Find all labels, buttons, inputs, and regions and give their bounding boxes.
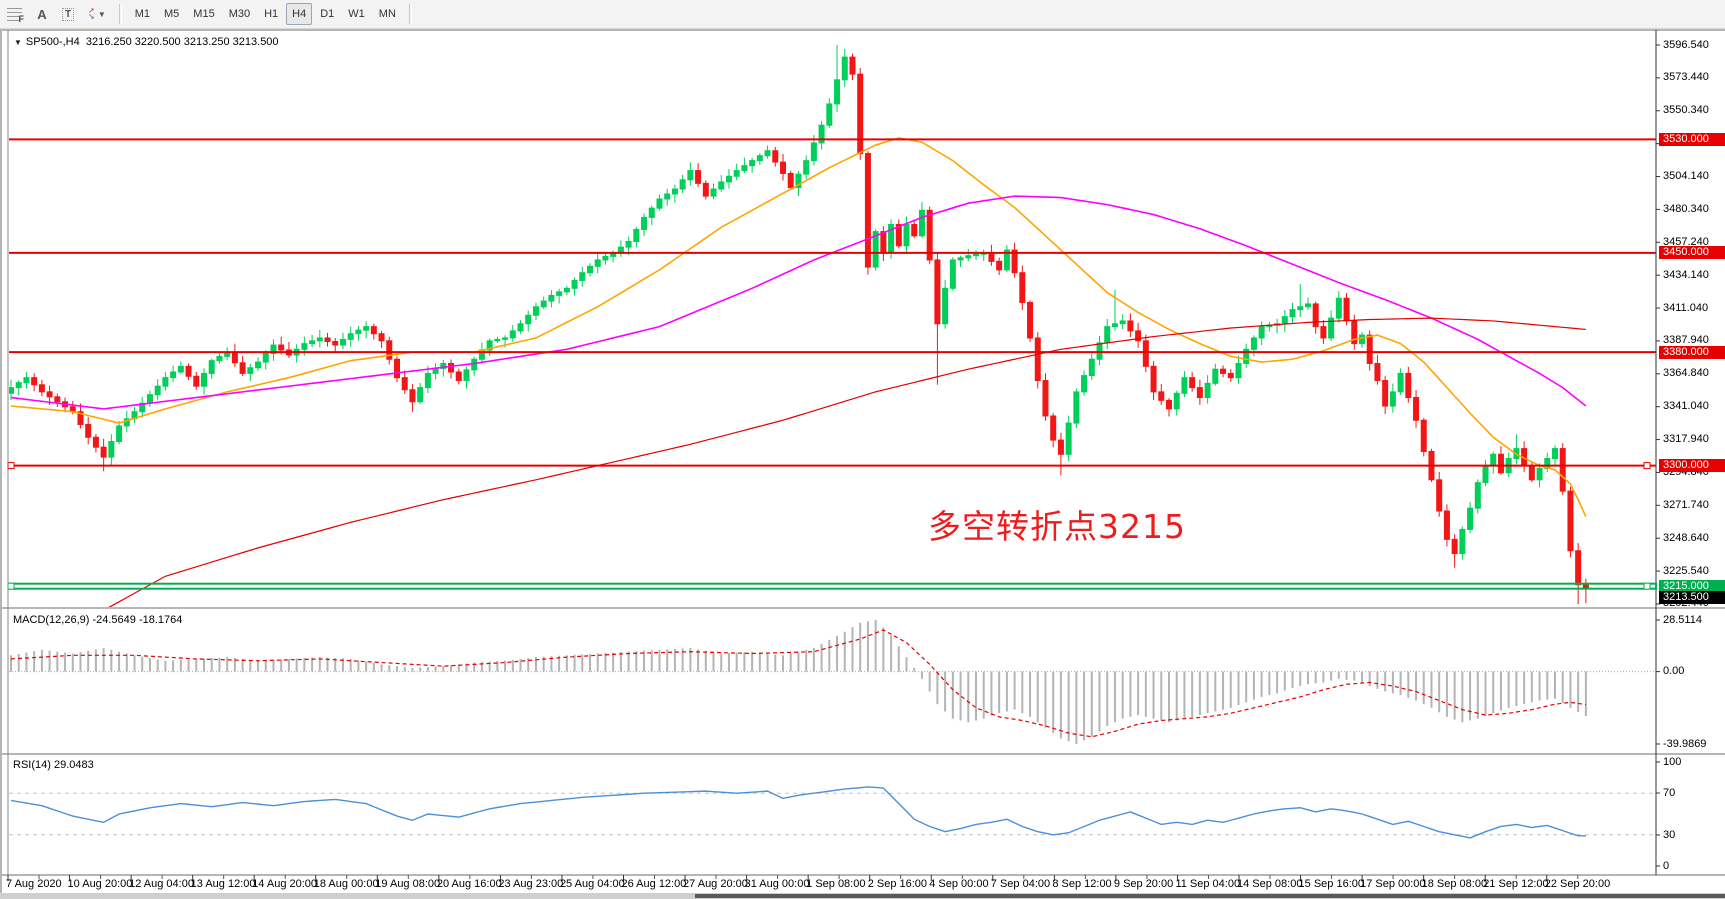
chevron-down-icon[interactable]: ▼	[97, 9, 106, 19]
price-axis-label: 3271.740	[1663, 498, 1709, 511]
macd-axis-label: 0.00	[1663, 665, 1685, 678]
timeframe-button-m1[interactable]: M1	[134, 8, 151, 20]
rsi-axis-label: 70	[1663, 786, 1676, 799]
candles[interactable]	[9, 45, 1589, 605]
time-axis-label: 26 Aug 12:00	[621, 878, 687, 890]
timeframe-toolbar: M1 M5 M15 M30 H1 H4 D1 W1 MN	[128, 3, 403, 25]
fibonacci-tool-button[interactable]: F	[1, 3, 28, 25]
time-axis-label: 19 Aug 08:00	[375, 878, 441, 890]
bottom-scrollbar[interactable]	[0, 893, 1725, 899]
time-axis-label: 7 Sep 04:00	[990, 878, 1051, 890]
line-handle[interactable]	[7, 582, 15, 590]
rsi-axis-label: 30	[1663, 828, 1676, 841]
price-axis-label: 3550.340	[1663, 104, 1709, 117]
time-axis-label: 27 Aug 20:00	[683, 878, 748, 890]
time-axis-label: 1 Sep 08:00	[806, 878, 866, 890]
line-handle[interactable]	[1643, 462, 1651, 470]
timeframe-button-m30[interactable]: M30	[228, 8, 251, 20]
macd-axis-label: 28.5114	[1663, 613, 1702, 626]
timeframe-button-mn[interactable]: MN	[378, 8, 396, 20]
time-axis-label: 31 Aug 00:00	[744, 878, 810, 890]
time-axis-label: 18 Sep 08:00	[1421, 878, 1488, 890]
price-axis-label: 3434.140	[1663, 268, 1709, 281]
current-price-badge: 3213.500	[1659, 590, 1725, 604]
toolbar-separator	[118, 4, 122, 24]
toolbar-separator	[408, 4, 412, 24]
time-axis-label: 12 Aug 04:00	[129, 878, 194, 890]
macd-signal-line	[10, 629, 1586, 738]
line-handle[interactable]	[7, 462, 15, 470]
time-axis-label: 2 Sep 16:00	[867, 878, 928, 890]
timeframe-button-m5[interactable]: M5	[164, 8, 180, 20]
chart-annotation-text[interactable]: 多空转折点3215	[928, 507, 1186, 546]
ohlc-values: 3216.250 3220.500 3213.250 3213.500	[85, 36, 279, 48]
chart-title: ▼ SP500-,H4 3216.250 3220.500 3213.250 32…	[14, 36, 279, 48]
collapse-triangle-icon[interactable]: ▼	[14, 38, 22, 47]
price-line-badge-3530: 3530.000	[1659, 132, 1725, 146]
medium-ma-line	[10, 195, 1587, 410]
time-axis-label: 11 Sep 04:00	[1175, 878, 1241, 890]
price-axis-label: 3411.040	[1663, 301, 1709, 314]
timeframe-button-d1[interactable]: D1	[320, 8, 335, 20]
rsi-indicator-label: RSI(14) 29.0483	[13, 759, 94, 771]
price-axis-label: 3573.440	[1663, 71, 1709, 84]
time-axis-label: 8 Sep 12:00	[1052, 878, 1112, 890]
fibonacci-icon: F	[7, 7, 24, 24]
macd-axis-label: -39.9869	[1663, 737, 1707, 750]
scrollbar-thumb[interactable]	[695, 894, 1725, 898]
slow-ma-line	[108, 317, 1586, 607]
price-axis-label: 3225.540	[1663, 564, 1709, 577]
rsi-line	[10, 786, 1586, 839]
price-axis-label: 3457.240	[1663, 235, 1709, 248]
price-line-badge-3450: 3450.000	[1659, 246, 1725, 260]
timeframe-button-w1[interactable]: W1	[348, 8, 365, 20]
time-axis-label: 4 Sep 00:00	[929, 878, 989, 890]
time-axis-label: 7 Aug 2020	[6, 878, 62, 890]
text-icon: A	[37, 6, 47, 22]
price-axis-label: 3387.940	[1663, 334, 1709, 347]
time-axis-label: 9 Sep 20:00	[1113, 878, 1174, 890]
symbol-period-label: SP500-,H4	[25, 36, 80, 48]
time-axis-label: 13 Aug 12:00	[190, 878, 256, 890]
price-axis-label: 3364.840	[1663, 367, 1709, 380]
time-axis-label: 18 Aug 00:00	[313, 878, 379, 890]
line-handle[interactable]	[1643, 582, 1651, 590]
fast-ma-line	[10, 137, 1587, 518]
time-axis-label: 25 Aug 04:00	[559, 878, 625, 890]
price-axis-label: 3504.140	[1663, 170, 1709, 183]
arrow-tools-button[interactable]: ➚ ➘ ▼	[82, 3, 112, 25]
price-line-badge-3300: 3300.000	[1659, 459, 1725, 473]
time-axis-label: 20 Aug 16:00	[436, 878, 502, 890]
price-axis-label: 3317.940	[1663, 433, 1709, 446]
macd-indicator-label: MACD(12,26,9) -24.5649 -18.1764	[13, 614, 183, 626]
time-axis-label: 10 Aug 20:00	[67, 878, 133, 890]
arrows-icon: ➚ ➘	[88, 6, 95, 21]
support-band-3215[interactable]	[8, 582, 1657, 590]
time-axis-label: 14 Sep 08:00	[1237, 878, 1303, 890]
text-tool-button[interactable]: A	[30, 3, 54, 25]
timeframe-button-h4[interactable]: H4	[286, 3, 313, 25]
toolbar: F A T ➚ ➘ ▼ M1 M5 M15 M30 H1 H4 D1 W1 MN	[0, 0, 1725, 29]
macd-histogram	[10, 620, 1587, 744]
price-line-badge-3380: 3380.000	[1659, 345, 1725, 359]
price-axis-label: 3248.640	[1663, 531, 1709, 544]
timeframe-button-h1[interactable]: H1	[264, 8, 279, 20]
time-axis-label: 23 Aug 23:00	[498, 878, 564, 890]
price-axis-label: 3596.540	[1663, 38, 1709, 51]
time-axis-label: 15 Sep 16:00	[1298, 878, 1364, 890]
text-label-icon: T	[62, 7, 75, 21]
time-axis-label: 17 Sep 00:00	[1360, 878, 1426, 890]
support-band-badge: 3215.000	[1659, 579, 1725, 593]
time-axis-label: 21 Sep 12:00	[1483, 878, 1549, 890]
rsi-axis-label: 100	[1663, 755, 1682, 768]
price-axis-label: 3341.040	[1663, 400, 1709, 413]
rsi-axis-label: 0	[1663, 859, 1670, 872]
timeframe-button-m15[interactable]: M15	[193, 8, 215, 20]
time-axis-label: 22 Sep 20:00	[1544, 878, 1611, 890]
price-axis-label: 3480.340	[1663, 202, 1709, 215]
text-label-tool-button[interactable]: T	[56, 3, 80, 25]
time-axis-label: 14 Aug 20:00	[252, 878, 318, 890]
